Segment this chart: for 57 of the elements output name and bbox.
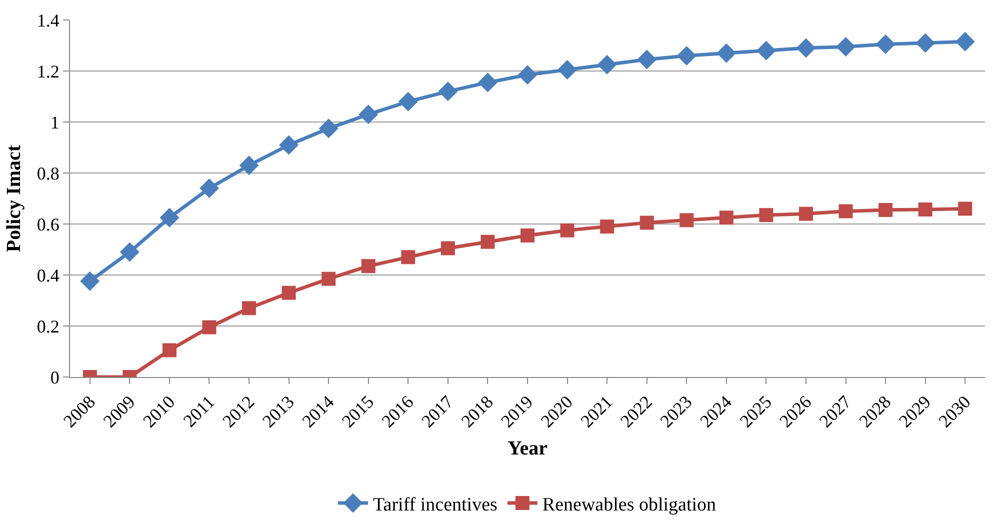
point xyxy=(719,210,734,225)
point xyxy=(918,202,932,216)
point xyxy=(518,65,538,85)
point xyxy=(916,33,936,53)
point xyxy=(239,156,259,176)
point xyxy=(160,208,180,228)
point xyxy=(878,202,893,217)
legend-label: Renewables obligation xyxy=(542,494,717,516)
legend-label: Tariff incentives xyxy=(373,494,498,516)
x-tick-label: 2011 xyxy=(179,392,218,431)
point xyxy=(520,228,534,242)
y-tick-label: 0.4 xyxy=(36,265,60,286)
point xyxy=(558,60,578,80)
point xyxy=(358,104,378,124)
point xyxy=(798,206,813,221)
point xyxy=(838,204,853,218)
y-tick-label: 0.6 xyxy=(36,214,60,234)
point xyxy=(318,118,338,138)
point xyxy=(680,213,694,228)
point xyxy=(401,250,416,264)
y-tick-label: 0.8 xyxy=(36,163,60,184)
point xyxy=(597,54,617,74)
point xyxy=(759,208,774,222)
point xyxy=(361,259,376,274)
y-tick-label: 1.4 xyxy=(36,10,60,30)
y-axis-title: Policy Imact xyxy=(3,144,25,252)
point xyxy=(438,82,458,102)
point xyxy=(756,40,776,60)
point xyxy=(716,43,736,63)
point xyxy=(80,271,100,291)
point xyxy=(322,272,336,286)
point xyxy=(478,72,498,92)
point xyxy=(958,202,972,216)
point xyxy=(600,220,614,234)
point xyxy=(440,241,455,256)
point xyxy=(955,32,975,52)
point xyxy=(242,301,256,316)
point xyxy=(637,50,657,70)
point xyxy=(480,234,495,249)
point xyxy=(836,37,856,57)
point xyxy=(876,34,896,54)
y-tick-label: 1 xyxy=(50,112,60,132)
point xyxy=(202,320,216,334)
point xyxy=(282,286,296,300)
point xyxy=(796,38,816,58)
point xyxy=(676,46,696,66)
y-tick-label: 0.2 xyxy=(36,316,60,336)
x-axis-title: Year xyxy=(508,438,548,460)
point xyxy=(120,242,140,262)
point xyxy=(199,178,219,198)
point xyxy=(640,216,654,230)
y-tick-label: 1.2 xyxy=(36,61,60,82)
point xyxy=(560,223,574,238)
point xyxy=(279,135,299,155)
y-tick-label: 0 xyxy=(50,367,60,388)
point xyxy=(398,92,418,112)
point xyxy=(162,343,176,358)
